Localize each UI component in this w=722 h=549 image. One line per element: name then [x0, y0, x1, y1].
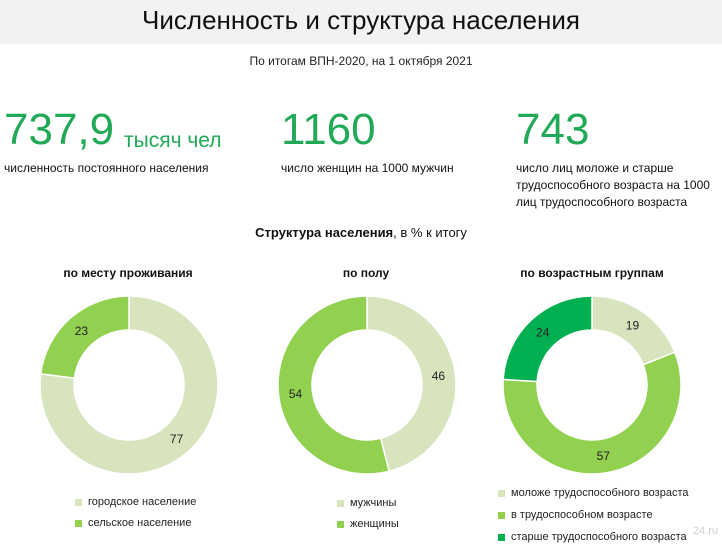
- stat-dependency-value: 743: [516, 105, 590, 154]
- legend-label: женщины: [350, 518, 399, 530]
- chart-title-residence: по месту проживания: [63, 266, 193, 280]
- legend-item: сельское население: [75, 517, 191, 529]
- stat-women-value: 1160: [281, 105, 376, 154]
- page-subtitle: По итогам ВПН-2020, на 1 октября 2021: [249, 54, 473, 68]
- data-label: 19: [626, 318, 640, 332]
- legend-swatch: [337, 499, 344, 507]
- legend-item: городское население: [75, 496, 196, 508]
- donut-slice: [39, 295, 130, 379]
- donut-slice: [277, 295, 391, 475]
- stat-women-desc: число женщин на 1000 мужчин: [281, 161, 454, 175]
- stat-dependency-desc-line: лиц трудоспособного возраста: [516, 195, 688, 209]
- chart-title-age: по возрастным группам: [520, 266, 664, 280]
- page-title: Численность и структура населения: [142, 5, 580, 35]
- section-title: Структура населения, в % к итогу: [0, 225, 722, 240]
- stat-dependency-desc-line: трудоспособного возраста на 1000: [516, 178, 710, 192]
- stat-dependency-desc: число лиц моложе и старше трудоспособног…: [516, 160, 710, 211]
- donut-slice: [502, 295, 593, 383]
- donut-slice: [39, 295, 219, 475]
- data-label: 23: [75, 324, 89, 338]
- header-bar: [0, 0, 722, 44]
- legend-item: в трудоспособном возрасте: [498, 509, 653, 521]
- stat-dependency-desc-line: число лиц моложе и старше: [516, 161, 674, 175]
- legend-label: городское население: [88, 496, 197, 508]
- legend-swatch: [498, 511, 505, 519]
- donut-slice: [502, 351, 682, 475]
- legend-item: женщины: [337, 518, 399, 530]
- legend-label: сельское население: [88, 517, 192, 529]
- data-label: 54: [289, 387, 303, 401]
- legend-swatch: [337, 520, 344, 528]
- legend-swatch: [75, 519, 82, 527]
- legend-item: мужчины: [337, 497, 396, 509]
- legend-item: старше трудоспособного возраста: [498, 531, 687, 543]
- section-title-bold: Структура населения: [255, 225, 394, 240]
- data-label: 57: [597, 449, 611, 463]
- legend-swatch: [498, 533, 505, 541]
- data-label: 77: [170, 432, 184, 446]
- data-label: 24: [536, 326, 550, 340]
- stat-population-unit: тысяч чел: [124, 129, 222, 152]
- legend-label: в трудоспособном возрасте: [511, 509, 653, 521]
- stat-population-desc: численность постоянного населения: [4, 161, 209, 175]
- legend-label: мужчины: [350, 497, 397, 509]
- legend-item: моложе трудоспособного возраста: [498, 487, 689, 499]
- legend-label: старше трудоспособного возраста: [511, 531, 687, 543]
- watermark: 24.ru: [692, 525, 718, 537]
- legend-swatch: [498, 489, 505, 497]
- stat-population-value: 737,9: [4, 105, 115, 154]
- chart-title-gender: по полу: [342, 266, 390, 280]
- legend-label: моложе трудоспособного возраста: [511, 487, 689, 499]
- section-title-rest: , в % к итогу: [393, 225, 467, 240]
- legend-swatch: [75, 498, 82, 506]
- donut-slice: [366, 295, 457, 473]
- data-label: 46: [432, 369, 446, 383]
